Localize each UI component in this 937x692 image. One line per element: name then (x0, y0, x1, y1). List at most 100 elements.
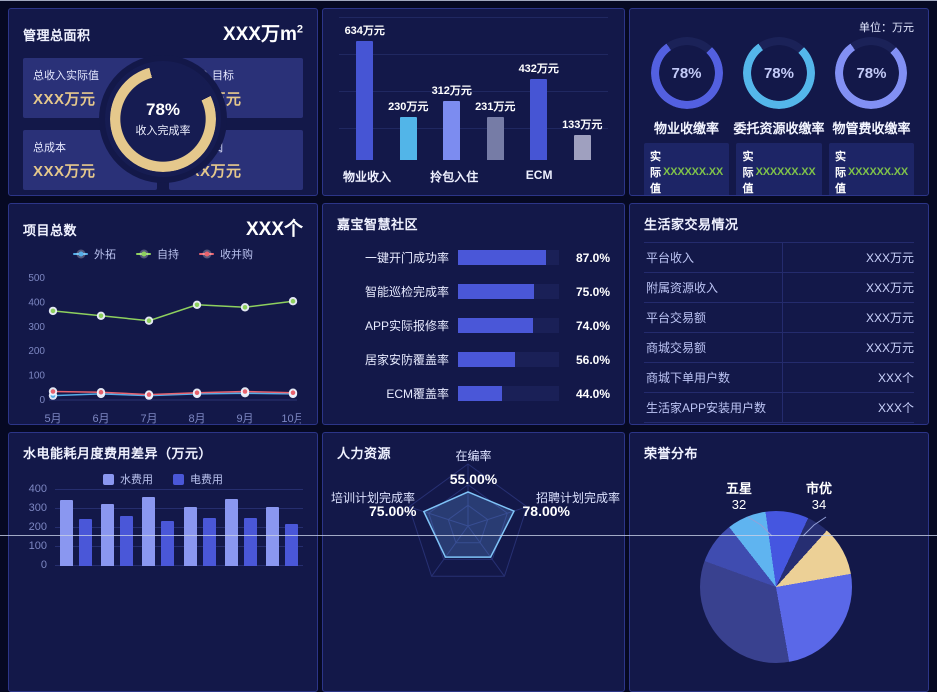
community-bar-fill (458, 386, 503, 401)
panel-management-area: 管理总面积 XXX万m2 总收入实际值 XXX万元 总收入目标 XXX万元 总成本 XXX… (8, 8, 318, 196)
row-value: XXX个 (782, 393, 914, 422)
pie-label: 市优 34 (806, 481, 833, 512)
bar-column: 312万元 (430, 82, 474, 160)
bar-group (266, 507, 299, 566)
legend-item: 电费用 (173, 471, 223, 487)
bar-plot-area (55, 489, 303, 566)
bar (573, 135, 591, 160)
line-chart-svg: 0 100 200 300 400 500 5月 6月 7月 8月 9月 10月 (28, 273, 304, 425)
row-value: XXX个 (782, 363, 914, 392)
bar-value-label: 231万元 (475, 101, 516, 113)
panel-honor: 荣誉分布 五星 32 市优 34 (629, 432, 929, 692)
bar-category-label (387, 168, 430, 185)
metric-label: 总收入实际值 (33, 70, 99, 82)
bar-group (224, 499, 257, 566)
y-tick-label: 300 (28, 502, 47, 514)
screen-top-edge (0, 0, 937, 1)
bar-category-label: ECM (525, 168, 553, 182)
gauge-actual-label: 实际值 (650, 151, 661, 195)
gauge-actual-value: XXXXXX.XX (848, 166, 908, 178)
legend-swatch (173, 473, 184, 485)
projects-line-chart: 0 100 200 300 400 500 5月 6月 7月 8月 9月 10月 (23, 264, 304, 425)
table-row: 平台交易额 XXX万元 (644, 303, 914, 333)
community-metric-label: APP实际报修率 (364, 319, 449, 333)
community-row: 一键开门成功率 87.0% (337, 249, 610, 266)
metric-value: XXX万元 (33, 163, 96, 180)
bar-column: 230万元 (387, 98, 431, 160)
legend-item: 外拓 (73, 246, 116, 262)
community-percent-value: 75.0% (575, 284, 610, 299)
bar-plot-area: 634万元 230万元 312万元 231万元 432万元 133万元 (339, 17, 608, 160)
bar-category-label: 物业收入 (343, 170, 392, 184)
gauge-title: 委托资源收缴率 (733, 121, 825, 136)
community-bar-track (458, 250, 559, 265)
bar (119, 516, 133, 566)
row-label: 附属资源收入 (646, 281, 719, 295)
gauge-ring: 78% (650, 37, 723, 109)
community-row: 智能巡检完成率 75.0% (337, 283, 610, 300)
bar (161, 521, 175, 566)
svg-text:400: 400 (28, 297, 45, 308)
legend-marker-dot (204, 251, 209, 257)
gauge-ring-band (835, 37, 908, 109)
panel-title: 生活家交易情况 (644, 214, 914, 243)
legend-item: 收并购 (199, 246, 253, 262)
gauge-title: 物管费收缴率 (832, 121, 911, 136)
gauge-actual-value: XXXXXX.XX (663, 166, 724, 178)
metric-label: 总净利润 (179, 142, 223, 154)
y-tick-label: 0 (40, 559, 47, 571)
bar (183, 507, 197, 566)
table-row: 平台收入 XXX万元 (644, 243, 914, 273)
row-label: 平台收入 (646, 251, 695, 265)
income-bar-chart: 634万元 230万元 312万元 231万元 432万元 133万元 物业收入 拎包入住 E… (339, 17, 608, 185)
bar (142, 497, 156, 566)
bar (202, 518, 216, 566)
community-percent-value: 87.0% (575, 250, 610, 265)
honor-pie-chart (700, 511, 852, 663)
community-bar-fill (458, 352, 515, 367)
bar-category-label (474, 168, 517, 185)
bar-legend: 水费用 电费用 (23, 471, 303, 487)
bar-column: 634万元 (343, 22, 387, 160)
community-percent-value: 56.0% (575, 352, 610, 367)
metric-box: 总成本 XXX万元 (23, 130, 157, 190)
community-percent-value: 74.0% (575, 318, 610, 333)
panel-hr: 人力资源 在编率 55.00% 培训计划完成率 75.00% 招聘计划完成率 7… (322, 432, 625, 692)
community-bar-track (458, 386, 559, 401)
svg-text:7月: 7月 (140, 413, 157, 425)
table-row: 商城交易额 XXX万元 (644, 333, 914, 363)
panel-title: 项目总数 (23, 223, 78, 238)
community-bar-track (458, 352, 559, 367)
legend-label: 电费用 (190, 474, 223, 486)
bar-category-label (561, 168, 604, 185)
bar (224, 499, 238, 566)
svg-text:300: 300 (28, 322, 45, 333)
svg-text:100: 100 (28, 371, 45, 382)
bar-group (142, 497, 175, 566)
panel-title: 人力资源 (337, 446, 392, 461)
panel-title: 荣誉分布 (644, 446, 699, 461)
community-row: APP实际报修率 74.0% (337, 317, 610, 334)
table-row: 附属资源收入 XXX万元 (644, 273, 914, 303)
y-tick-label: 200 (28, 521, 47, 533)
metric-box: 总收入实际值 XXX万元 (23, 58, 157, 118)
legend-label: 自持 (157, 249, 179, 261)
metric-label: 总收入目标 (179, 70, 234, 82)
gauge-actual-value: XXXXXX.XX (755, 166, 816, 178)
community-metric-label: ECM覆盖率 (386, 387, 449, 401)
community-row: 居家安防覆盖率 56.0% (337, 351, 610, 368)
bar (266, 507, 280, 566)
table-row: 商城下单用户数 XXX个 (644, 363, 914, 393)
community-bar-fill (458, 318, 533, 333)
bar (443, 101, 461, 160)
gauge-actual-row: 实际值 XXXXXX.XX (736, 143, 822, 195)
legend-marker-dot (78, 251, 83, 257)
gauges-row: 78%物业收缴率实际值XXXXXX.XX目标值XXXXXX.XX78%委托资源收… (644, 37, 914, 195)
legend-item: 自持 (136, 246, 179, 262)
projects-total-value: XXX个 (245, 219, 303, 240)
radar-axis-value: 55.00% (449, 471, 498, 487)
metric-box: 总净利润 XXX万元 (169, 130, 303, 190)
community-metric-label: 居家安防覆盖率 (364, 353, 449, 367)
